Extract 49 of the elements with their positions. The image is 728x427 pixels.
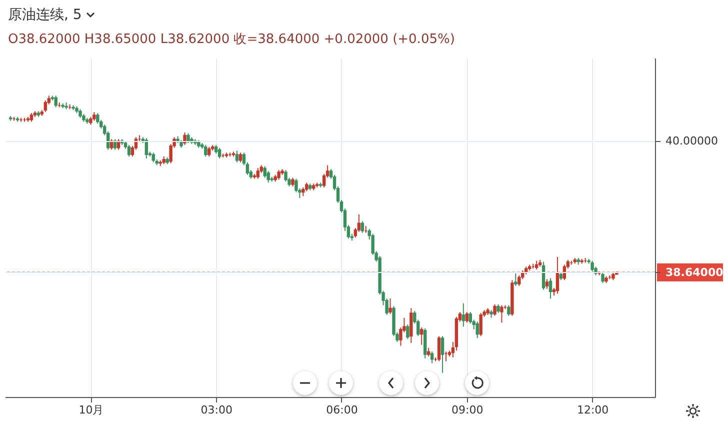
candlestick xyxy=(479,312,482,337)
candlestick xyxy=(462,302,466,327)
candlestick xyxy=(388,298,392,314)
y-tick-label: 40.00000 xyxy=(666,134,718,148)
candlestick xyxy=(590,260,594,272)
x-tick-label: 10月 xyxy=(78,404,104,416)
candlestick xyxy=(238,152,242,163)
candlestick xyxy=(420,326,424,346)
candlestick xyxy=(218,147,222,159)
candlestick xyxy=(256,168,260,180)
candlestick xyxy=(430,351,434,364)
candlestick xyxy=(518,274,521,286)
candlestick xyxy=(204,144,208,158)
y-tick-label: 38.64000 xyxy=(666,266,724,279)
candlestick xyxy=(514,272,518,286)
candlestick xyxy=(144,138,148,159)
candlestick xyxy=(465,312,468,324)
candlestick xyxy=(601,272,604,284)
candlestick xyxy=(493,304,496,316)
candlestick xyxy=(507,304,510,316)
candlestick xyxy=(186,132,190,144)
candlestick xyxy=(127,144,131,158)
candlestick xyxy=(440,336,444,374)
candlestick xyxy=(476,321,479,339)
candlestick xyxy=(235,150,239,163)
candlestick xyxy=(44,100,48,113)
chart-subtitle: O38.62000 H38.65000 L38.62000 收=38.64000 +0.02000 (+0.05%) xyxy=(8,31,455,48)
candlestick xyxy=(152,152,155,163)
x-tick-label: 12:00 xyxy=(576,404,609,416)
x-tick-label: 03:00 xyxy=(200,404,232,416)
candlestick xyxy=(360,220,364,234)
candlestick xyxy=(548,278,552,299)
candlestick xyxy=(277,170,280,180)
chart-title: 原油连续, 5 xyxy=(8,6,82,24)
candlestick xyxy=(208,146,211,158)
candlestick xyxy=(556,256,560,294)
candlestick xyxy=(284,170,288,182)
candlestick xyxy=(410,308,413,344)
candlestick xyxy=(406,324,410,340)
candlestick xyxy=(263,166,266,178)
candlestick xyxy=(54,95,58,108)
candlestick xyxy=(545,278,549,290)
x-tick-label: 09:00 xyxy=(452,404,484,416)
candlestick xyxy=(183,132,186,146)
candlestick xyxy=(542,261,546,290)
candlestick xyxy=(500,304,504,324)
candlestick xyxy=(437,336,441,362)
candlestick xyxy=(96,112,100,124)
x-tick-label: 06:00 xyxy=(326,404,358,416)
